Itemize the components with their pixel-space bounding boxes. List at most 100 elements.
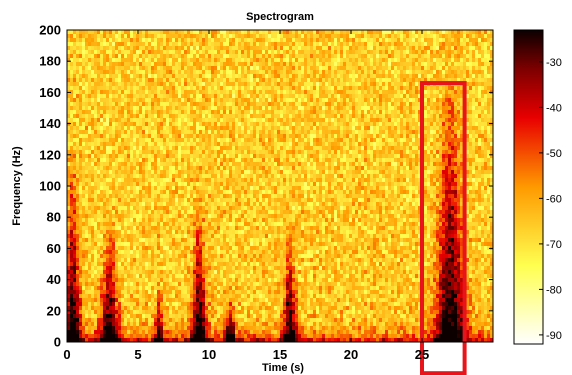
heatmap-cell (121, 126, 125, 131)
heatmap-cell (259, 110, 263, 115)
heatmap-cell (100, 110, 104, 115)
heatmap-cell (88, 42, 92, 47)
heatmap-cell (175, 30, 179, 35)
heatmap-cell (292, 126, 296, 131)
heatmap-cell (481, 130, 485, 135)
heatmap-cell (376, 42, 380, 47)
heatmap-cell (406, 90, 410, 95)
heatmap-cell (91, 62, 95, 67)
heatmap-cell (97, 34, 101, 39)
heatmap-cell (244, 42, 248, 47)
heatmap-cell (190, 114, 194, 119)
heatmap-cell (229, 86, 233, 91)
heatmap-cell (247, 66, 251, 71)
heatmap-cell (148, 106, 152, 111)
heatmap-cell (121, 30, 125, 35)
heatmap-cell (205, 122, 209, 127)
heatmap-cell (178, 126, 182, 131)
heatmap-cell (235, 122, 239, 127)
heatmap-cell (217, 102, 221, 107)
heatmap-cell (367, 62, 371, 67)
heatmap-cell (319, 78, 323, 83)
heatmap-cell (160, 106, 164, 111)
heatmap-cell (91, 90, 95, 95)
heatmap-cell (223, 38, 227, 43)
heatmap-cell (283, 82, 287, 87)
heatmap-cell (400, 74, 404, 79)
heatmap-cell (427, 110, 431, 115)
heatmap-cell (313, 54, 317, 59)
heatmap-cell (328, 50, 332, 55)
heatmap-cell (178, 34, 182, 39)
heatmap-cell (262, 126, 266, 131)
heatmap-cell (130, 126, 134, 131)
heatmap-cell (394, 50, 398, 55)
heatmap-cell (214, 90, 218, 95)
heatmap-cell (79, 78, 83, 83)
heatmap-cell (202, 54, 206, 59)
heatmap-cell (91, 82, 95, 87)
heatmap-cell (478, 78, 482, 83)
heatmap-cell (121, 42, 125, 47)
heatmap-cell (82, 110, 86, 115)
heatmap-cell (319, 58, 323, 63)
heatmap-cell (163, 102, 167, 107)
heatmap-cell (163, 42, 167, 47)
heatmap-cell (346, 70, 350, 75)
heatmap-cell (175, 70, 179, 75)
heatmap-cell (388, 126, 392, 131)
heatmap-cell (433, 74, 437, 79)
heatmap-cell (487, 78, 491, 83)
heatmap-cell (274, 70, 278, 75)
heatmap-cell (283, 114, 287, 119)
heatmap-cell (94, 110, 98, 115)
heatmap-cell (79, 62, 83, 67)
heatmap-cell (388, 30, 392, 35)
heatmap-cell (109, 38, 113, 43)
heatmap-cell (409, 74, 413, 79)
heatmap-cell (325, 66, 329, 71)
heatmap-cell (151, 110, 155, 115)
heatmap-cell (169, 126, 173, 131)
heatmap-cell (85, 58, 89, 63)
heatmap-cell (250, 58, 254, 63)
heatmap-cell (430, 54, 434, 59)
heatmap-cell (85, 46, 89, 51)
heatmap-cell (445, 102, 449, 107)
heatmap-cell (328, 102, 332, 107)
heatmap-cell (109, 94, 113, 99)
heatmap-cell (388, 118, 392, 123)
heatmap-cell (172, 110, 176, 115)
heatmap-cell (190, 122, 194, 127)
heatmap-cell (91, 42, 95, 47)
heatmap-cell (460, 102, 464, 107)
heatmap-cell (88, 58, 92, 63)
heatmap-cell (136, 90, 140, 95)
heatmap-cell (130, 130, 134, 135)
heatmap-cell (415, 30, 419, 35)
heatmap-cell (76, 90, 80, 95)
heatmap-cell (268, 94, 272, 99)
heatmap-cell (271, 46, 275, 51)
heatmap-cell (199, 58, 203, 63)
heatmap-cell (424, 94, 428, 99)
heatmap-cell (487, 86, 491, 91)
heatmap-cell (265, 70, 269, 75)
heatmap-cell (220, 90, 224, 95)
heatmap-cell (250, 78, 254, 83)
heatmap-cell (94, 70, 98, 75)
heatmap-cell (124, 54, 128, 59)
heatmap-cell (298, 122, 302, 127)
heatmap-cell (79, 98, 83, 103)
heatmap-cell (181, 102, 185, 107)
heatmap-cell (109, 114, 113, 119)
heatmap-cell (304, 130, 308, 135)
heatmap-cell (100, 58, 104, 63)
heatmap-cell (214, 126, 218, 131)
heatmap-cell (325, 102, 329, 107)
heatmap-cell (469, 118, 473, 123)
heatmap-cell (202, 86, 206, 91)
heatmap-cell (424, 114, 428, 119)
heatmap-cell (103, 30, 107, 35)
heatmap-cell (355, 86, 359, 91)
